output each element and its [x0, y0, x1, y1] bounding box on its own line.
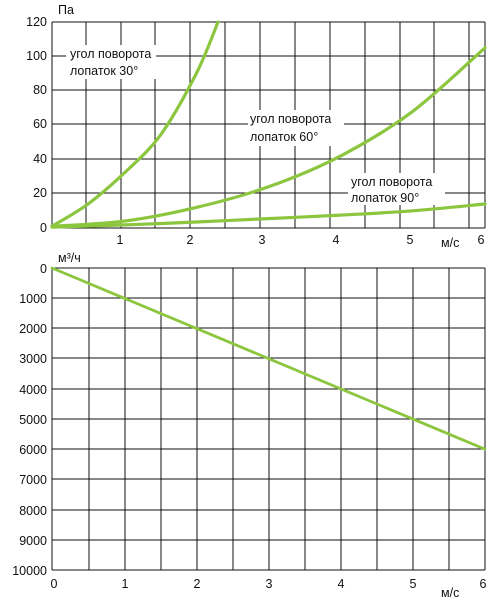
flow-x-unit: м/с — [441, 586, 459, 600]
flow-x-tick: 3 — [266, 577, 273, 591]
flow-chart: 0 1000 2000 3000 4000 5000 6000 7000 800… — [12, 251, 486, 600]
flow-y-tick: 10000 — [12, 564, 47, 578]
annotation-60deg: угол поворота лопаток 60° — [248, 110, 344, 146]
flow-y-tick: 4000 — [19, 383, 47, 397]
flow-y-unit: м³/ч — [58, 251, 81, 265]
pressure-y-unit: Па — [58, 3, 74, 17]
flow-y-tick: 9000 — [19, 534, 47, 548]
pressure-x-tick: 4 — [333, 233, 340, 247]
pressure-y-tick: 80 — [33, 83, 47, 97]
pressure-y-tick: 40 — [33, 152, 47, 166]
pressure-x-tick: 3 — [259, 233, 266, 247]
series-line-flow — [50, 266, 487, 451]
flow-x-tick: 4 — [338, 577, 345, 591]
flow-y-tick: 7000 — [19, 473, 47, 487]
pressure-y-tick: 120 — [26, 15, 47, 29]
flow-y-tick: 3000 — [19, 352, 47, 366]
series-line-30deg — [50, 20, 220, 228]
pressure-x-tick: 5 — [407, 233, 414, 247]
pressure-x-unit: м/с — [441, 236, 459, 250]
flow-x-tick: 2 — [194, 577, 201, 591]
pressure-x-tick: 6 — [478, 233, 485, 247]
pressure-y-tick: 60 — [33, 117, 47, 131]
flow-series-layer — [50, 266, 487, 451]
svg-text:угол поворота: угол поворота — [70, 47, 151, 61]
pressure-x-tick: 2 — [187, 233, 194, 247]
svg-text:лопаток 60°: лопаток 60° — [250, 130, 318, 144]
flow-y-tick: 2000 — [19, 322, 47, 336]
series-line-60deg — [50, 46, 487, 228]
flow-x-tick: 0 — [51, 577, 58, 591]
pressure-y-tick: 100 — [26, 49, 47, 63]
pressure-chart: 120 100 80 60 40 20 0 1 2 3 4 5 6 Па м/с… — [26, 3, 487, 250]
flow-y-tick: 8000 — [19, 504, 47, 518]
flow-x-tick: 6 — [480, 577, 487, 591]
svg-text:угол поворота: угол поворота — [351, 175, 432, 189]
annotation-90deg: угол поворота лопаток 90° — [348, 173, 445, 205]
flow-y-tick: 0 — [40, 262, 47, 276]
series-line-90deg — [50, 202, 487, 229]
flow-x-tick: 5 — [410, 577, 417, 591]
svg-text:лопаток 90°: лопаток 90° — [351, 191, 419, 205]
flow-y-tick: 6000 — [19, 443, 47, 457]
pressure-y-tick: 20 — [33, 186, 47, 200]
pressure-x-tick: 1 — [117, 233, 124, 247]
flow-y-tick: 1000 — [19, 292, 47, 306]
flow-grid — [51, 267, 486, 571]
flow-y-tick: 5000 — [19, 413, 47, 427]
svg-text:лопаток 30°: лопаток 30° — [70, 64, 138, 78]
flow-x-tick: 1 — [122, 577, 129, 591]
pressure-y-tick: 0 — [40, 221, 47, 235]
pressure-series-layer — [50, 20, 487, 229]
svg-text:угол поворота: угол поворота — [250, 112, 331, 126]
annotation-30deg: угол поворота лопаток 30° — [66, 45, 156, 79]
